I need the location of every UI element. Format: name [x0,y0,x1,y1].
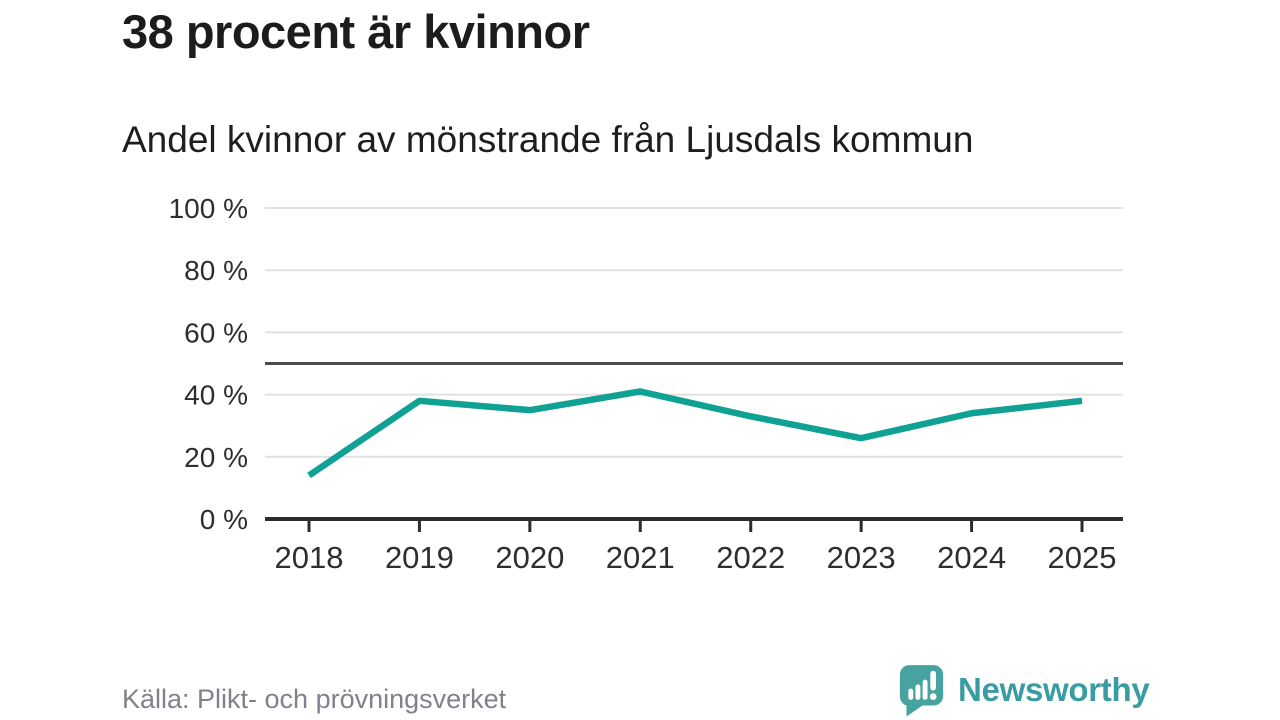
x-axis-label: 2025 [1048,540,1117,575]
x-axis-label: 2024 [937,540,1006,575]
x-axis-label: 2021 [606,540,675,575]
x-axis-label: 2023 [827,540,896,575]
bar-small [908,688,914,700]
bar-chart-speech-bubble-icon [899,665,944,717]
x-axis-label: 2018 [275,540,344,575]
x-axis-label: 2020 [495,540,564,575]
newsworthy-wordmark: Newsworthy [958,671,1150,708]
source-note: Källa: Plikt- och prövningsverket [122,684,507,714]
y-axis-label: 40 % [184,380,248,411]
chart-subtitle: Andel kvinnor av mönstrande från Ljusdal… [122,119,974,160]
newsworthy-logo: Newsworthy [898,663,1150,717]
exclamation-bar [930,670,936,691]
bar-medium [915,684,921,700]
exclamation-dot [929,693,937,700]
page-title: 38 procent är kvinnor [122,5,590,58]
x-axis-label: 2022 [716,540,785,575]
speech-bubble-shape [899,665,944,717]
data-line [307,388,1083,479]
y-axis-label: 60 % [184,317,248,348]
x-axis-label: 2019 [385,540,454,575]
y-axis-label: 100 % [169,193,248,224]
y-axis-label: 80 % [184,255,248,286]
y-axis-label: 20 % [184,442,248,473]
bar-large [922,679,928,700]
y-axis-label: 0 % [200,504,248,535]
